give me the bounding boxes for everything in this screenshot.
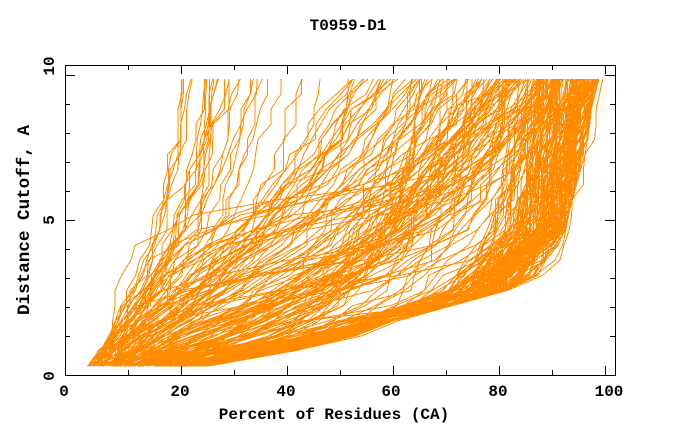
svg-text:20: 20: [170, 383, 189, 401]
svg-text:5: 5: [41, 215, 59, 225]
svg-text:10: 10: [41, 56, 59, 75]
svg-text:Percent of Residues (CA): Percent of Residues (CA): [219, 406, 449, 424]
svg-text:40: 40: [276, 383, 295, 401]
svg-text:100: 100: [595, 383, 624, 401]
svg-text:T0959-D1: T0959-D1: [310, 17, 387, 35]
svg-text:0: 0: [41, 371, 59, 381]
svg-text:60: 60: [381, 383, 400, 401]
svg-text:80: 80: [488, 383, 507, 401]
svg-text:0: 0: [59, 383, 69, 401]
svg-text:Distance Cutoff, A: Distance Cutoff, A: [15, 125, 35, 315]
